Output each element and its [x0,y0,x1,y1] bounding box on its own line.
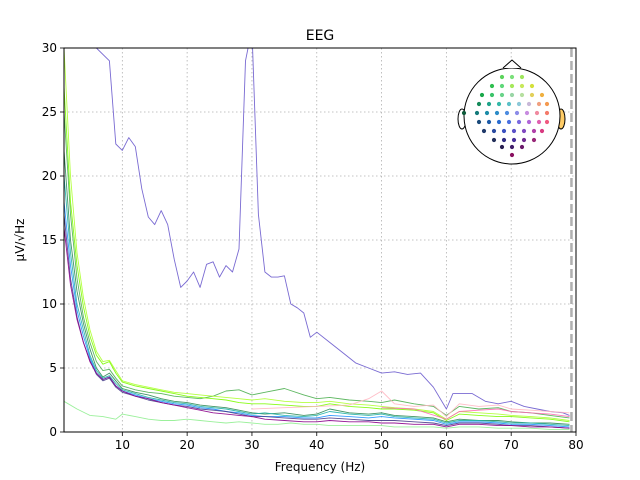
sensor-dot [519,83,525,89]
y-tick-label: 0 [49,425,57,439]
sensor-dot [544,110,550,116]
x-tick-label: 10 [115,438,130,452]
sensor-dot [476,101,482,107]
x-axis-label: Frequency (Hz) [275,460,366,474]
sensor-dot [506,101,512,107]
sensor-dot [544,119,550,125]
sensor-dot [511,137,517,143]
sensor-dot [474,110,480,116]
sensor-dot [519,74,525,80]
sensor-dot [486,119,492,125]
sensor-dot [521,128,527,134]
x-axis-ticks: 10 20 30 40 50 60 70 80 [115,432,584,452]
sensor-dot [506,119,512,125]
sensor-dots [461,74,550,158]
psd-trace-2 [64,111,570,419]
x-tick-label: 70 [504,438,519,452]
sensor-dot [531,137,537,143]
psd-trace-1 [95,48,570,416]
sensor-dot [516,101,522,107]
chart-title: EEG [306,28,335,44]
sensor-dot [494,110,500,116]
sensor-dot [501,137,507,143]
sensor-dot [529,83,535,89]
psd-traces [64,48,570,430]
sensor-dot [539,128,545,134]
sensor-dot [519,92,525,98]
y-tick-label: 15 [42,233,57,247]
sensor-dot [481,128,487,134]
x-tick-label: 80 [568,438,583,452]
sensor-dot [499,144,505,150]
sensor-dot [509,144,515,150]
psd-trace-9 [64,86,570,423]
y-tick-label: 5 [49,361,57,375]
psd-trace-3 [64,150,570,425]
sensor-dot [514,110,520,116]
sensor-dot [491,137,497,143]
sensor-dot [544,101,550,107]
x-tick-label: 50 [374,438,389,452]
sensor-dot [521,137,527,143]
x-tick-label: 20 [179,438,194,452]
psd-trace-7 [64,227,570,429]
psd-trace-12 [381,407,570,420]
x-tick-label: 40 [309,438,324,452]
psd-trace-11 [251,390,570,418]
psd-trace-4 [64,175,570,427]
sensor-dot [504,110,510,116]
sensor-dot [509,92,515,98]
sensor-dot [496,119,502,125]
head-outline [463,67,561,165]
sensor-dot [491,128,497,134]
sensor-dot [484,110,490,116]
grid-lines [64,48,576,432]
sensor-dot [509,74,515,80]
sensor-dot [536,101,542,107]
sensor-dot [539,92,545,98]
sensor-dot [499,83,505,89]
sensor-dot [516,119,522,125]
sensor-layout-head-icon [457,59,566,165]
sensor-dot [476,119,482,125]
y-axis-ticks: 0 5 10 15 20 25 30 [42,41,64,439]
sensor-dot [509,83,515,89]
sensor-dot [509,152,515,158]
sensor-dot [489,83,495,89]
sensor-dot [526,101,532,107]
x-tick-label: 60 [439,438,454,452]
sensor-dot [519,144,525,150]
sensor-dot [461,110,467,116]
y-tick-label: 20 [42,169,57,183]
sensor-dot [529,92,535,98]
sensor-dot [486,101,492,107]
sensor-dot [526,119,532,125]
y-tick-label: 10 [42,297,57,311]
sensor-dot [531,128,537,134]
y-tick-label: 25 [42,105,57,119]
sensor-dot [501,128,507,134]
y-axis-label: µV/√Hz [13,219,27,262]
sensor-dot [511,128,517,134]
sensor-dot [524,110,530,116]
psd-trace-10 [64,400,570,430]
x-tick-label: 30 [244,438,259,452]
sensor-dot [479,92,485,98]
sensor-dot [499,92,505,98]
y-tick-label: 30 [42,41,57,55]
sensor-dot [534,110,540,116]
sensor-dot [536,119,542,125]
sensor-dot [489,92,495,98]
head-nose [502,59,522,69]
sensor-dot [499,74,505,80]
sensor-dot [496,101,502,107]
